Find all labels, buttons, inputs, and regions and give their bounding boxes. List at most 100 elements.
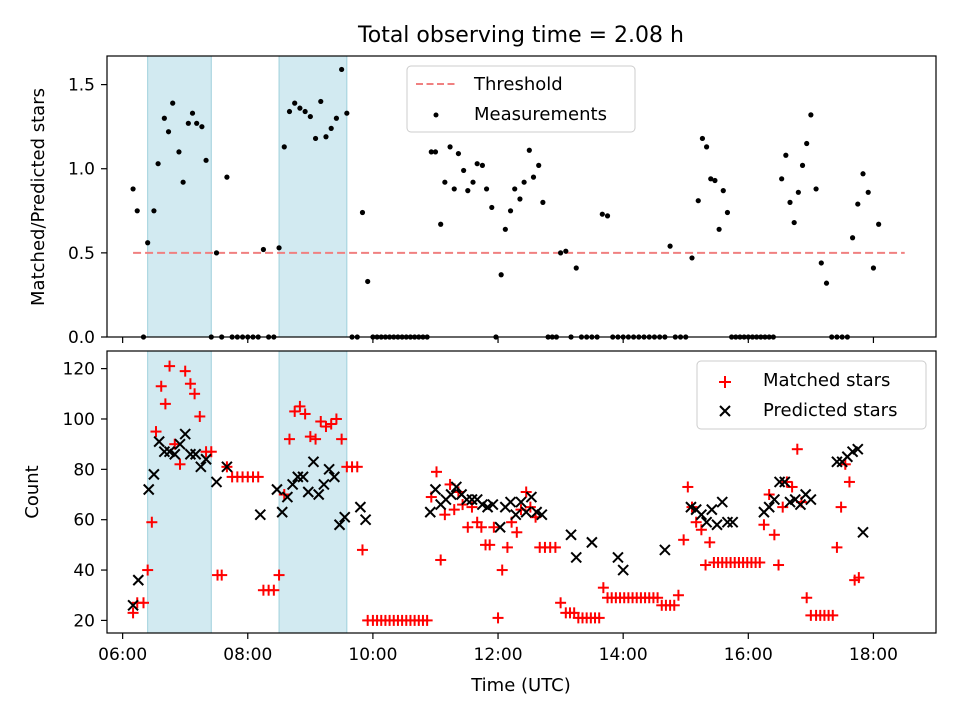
bottom-shaded-intervals [147, 350, 348, 634]
measurement-point [604, 213, 611, 219]
measurement-point [323, 134, 329, 140]
predicted-star-stroke-b [794, 498, 807, 511]
top-y-ticks: 0.0 0.5 1.0 1.5 [68, 76, 107, 348]
predicted-star-point [466, 493, 478, 506]
predicted-star-point [276, 506, 288, 518]
predicted-star-stroke-b [706, 503, 718, 516]
predicted-star-stroke-b [339, 511, 351, 523]
predicted-star-point [333, 519, 346, 531]
predicted-star-stroke-b [143, 483, 155, 496]
predicted-star-point [716, 496, 728, 508]
measurement-point [276, 245, 282, 251]
predicted-star-stroke-b [429, 483, 442, 496]
predicted-star-point [292, 471, 304, 483]
bottom-y-ticks: 20 40 60 80 100 120 [63, 360, 107, 631]
measurement-point [865, 189, 871, 195]
predicted-star-point [487, 498, 499, 511]
predicted-star-stroke-b [281, 491, 294, 503]
predicted-star-point [195, 461, 207, 473]
bottom-y-tick-label: 40 [73, 561, 95, 581]
top-x-ticks [122, 337, 875, 343]
predicted-star-stroke-b [307, 456, 320, 468]
predicted-star-point [570, 551, 582, 564]
measurement-point [791, 219, 797, 226]
predicted-star-stroke-b [127, 599, 139, 612]
matched-star-point [142, 564, 154, 576]
measurement-point [517, 196, 523, 202]
bottom-legend-box [696, 360, 927, 430]
predicted-star-point [127, 599, 139, 612]
matched-star-point [501, 541, 513, 553]
top-axes-frame [106, 55, 937, 338]
matched-star-point [164, 360, 176, 372]
predicted-star-point [148, 468, 160, 481]
predicted-star-stroke-b [695, 508, 708, 521]
matched-star-point [768, 529, 780, 541]
matched-star-point [597, 582, 609, 594]
predicted-star-stroke-b [659, 544, 671, 556]
matched-star-point [159, 398, 171, 410]
measurement-point [498, 272, 504, 278]
predicted-star-stroke-b [359, 513, 372, 526]
predicted-star-stroke-b [685, 501, 697, 513]
matched-star-point [754, 557, 766, 568]
measurement-point [302, 108, 308, 115]
predicted-star-point [461, 493, 473, 506]
matched-star-point [150, 426, 162, 438]
measurement-point [189, 110, 196, 116]
measurement-point [199, 124, 205, 130]
matched-star-point [268, 584, 280, 596]
measurement-point [134, 208, 140, 214]
x-tick-label: 12:00 [474, 645, 523, 665]
matched-star-point [194, 410, 206, 422]
predicted-star-point [328, 471, 341, 483]
predicted-star-point [210, 476, 223, 488]
predicted-star-stroke-b [768, 493, 781, 506]
top-panel: 0.0 0.5 1.0 1.5 Matched/Predicted stars Thr… [28, 55, 937, 348]
measurement-point [512, 186, 518, 192]
matched-star-point [704, 536, 716, 548]
matched-star-point [435, 554, 447, 566]
matched-star-point [252, 471, 264, 483]
predicted-star-point [565, 529, 577, 541]
top-y-tick-label: 1.0 [68, 160, 95, 180]
predicted-star-stroke-b [711, 519, 723, 531]
measurement-point [170, 100, 176, 106]
matched-star-point [758, 519, 770, 531]
top-shaded-interval-1 [147, 55, 212, 338]
measurement-point [155, 161, 161, 167]
predicted-star-stroke-b [153, 435, 165, 448]
x-axis-label: Time (UTC) [470, 675, 571, 696]
measurement-point [795, 189, 801, 195]
measurement-point [716, 226, 722, 232]
measurement-point [876, 221, 882, 227]
predicted-star-point [659, 544, 671, 556]
bottom-y-tick-label: 100 [63, 410, 95, 430]
measurement-point [213, 250, 220, 256]
measurement-point [521, 179, 527, 185]
matched-star-point [189, 388, 201, 400]
x-tick-label: 18:00 [849, 645, 898, 665]
predicted-star-point [721, 516, 734, 528]
matched-star-point [781, 476, 793, 488]
predicted-star-stroke-b [254, 508, 266, 521]
predicted-star-stroke-b [716, 496, 728, 508]
predicted-star-point [520, 506, 532, 518]
predicted-star-stroke-b [536, 508, 548, 521]
measurement-point [297, 105, 303, 111]
matched-star-point [492, 612, 504, 624]
measurement-point [281, 144, 287, 150]
x-tick-label: 08:00 [223, 645, 272, 665]
predicted-star-point [281, 491, 294, 503]
predicted-star-point [700, 516, 713, 528]
matched-star-point [520, 486, 532, 498]
predicted-star-point [711, 519, 723, 531]
measurement-point [312, 135, 319, 142]
matched-star-point [146, 516, 158, 528]
predicted-star-point [254, 508, 266, 521]
predicted-star-point [174, 438, 186, 450]
top-y-tick-label: 0.5 [68, 244, 95, 264]
predicted-star-point [831, 456, 843, 468]
predicted-star-stroke-b [857, 526, 869, 538]
measurement-point [813, 186, 819, 192]
